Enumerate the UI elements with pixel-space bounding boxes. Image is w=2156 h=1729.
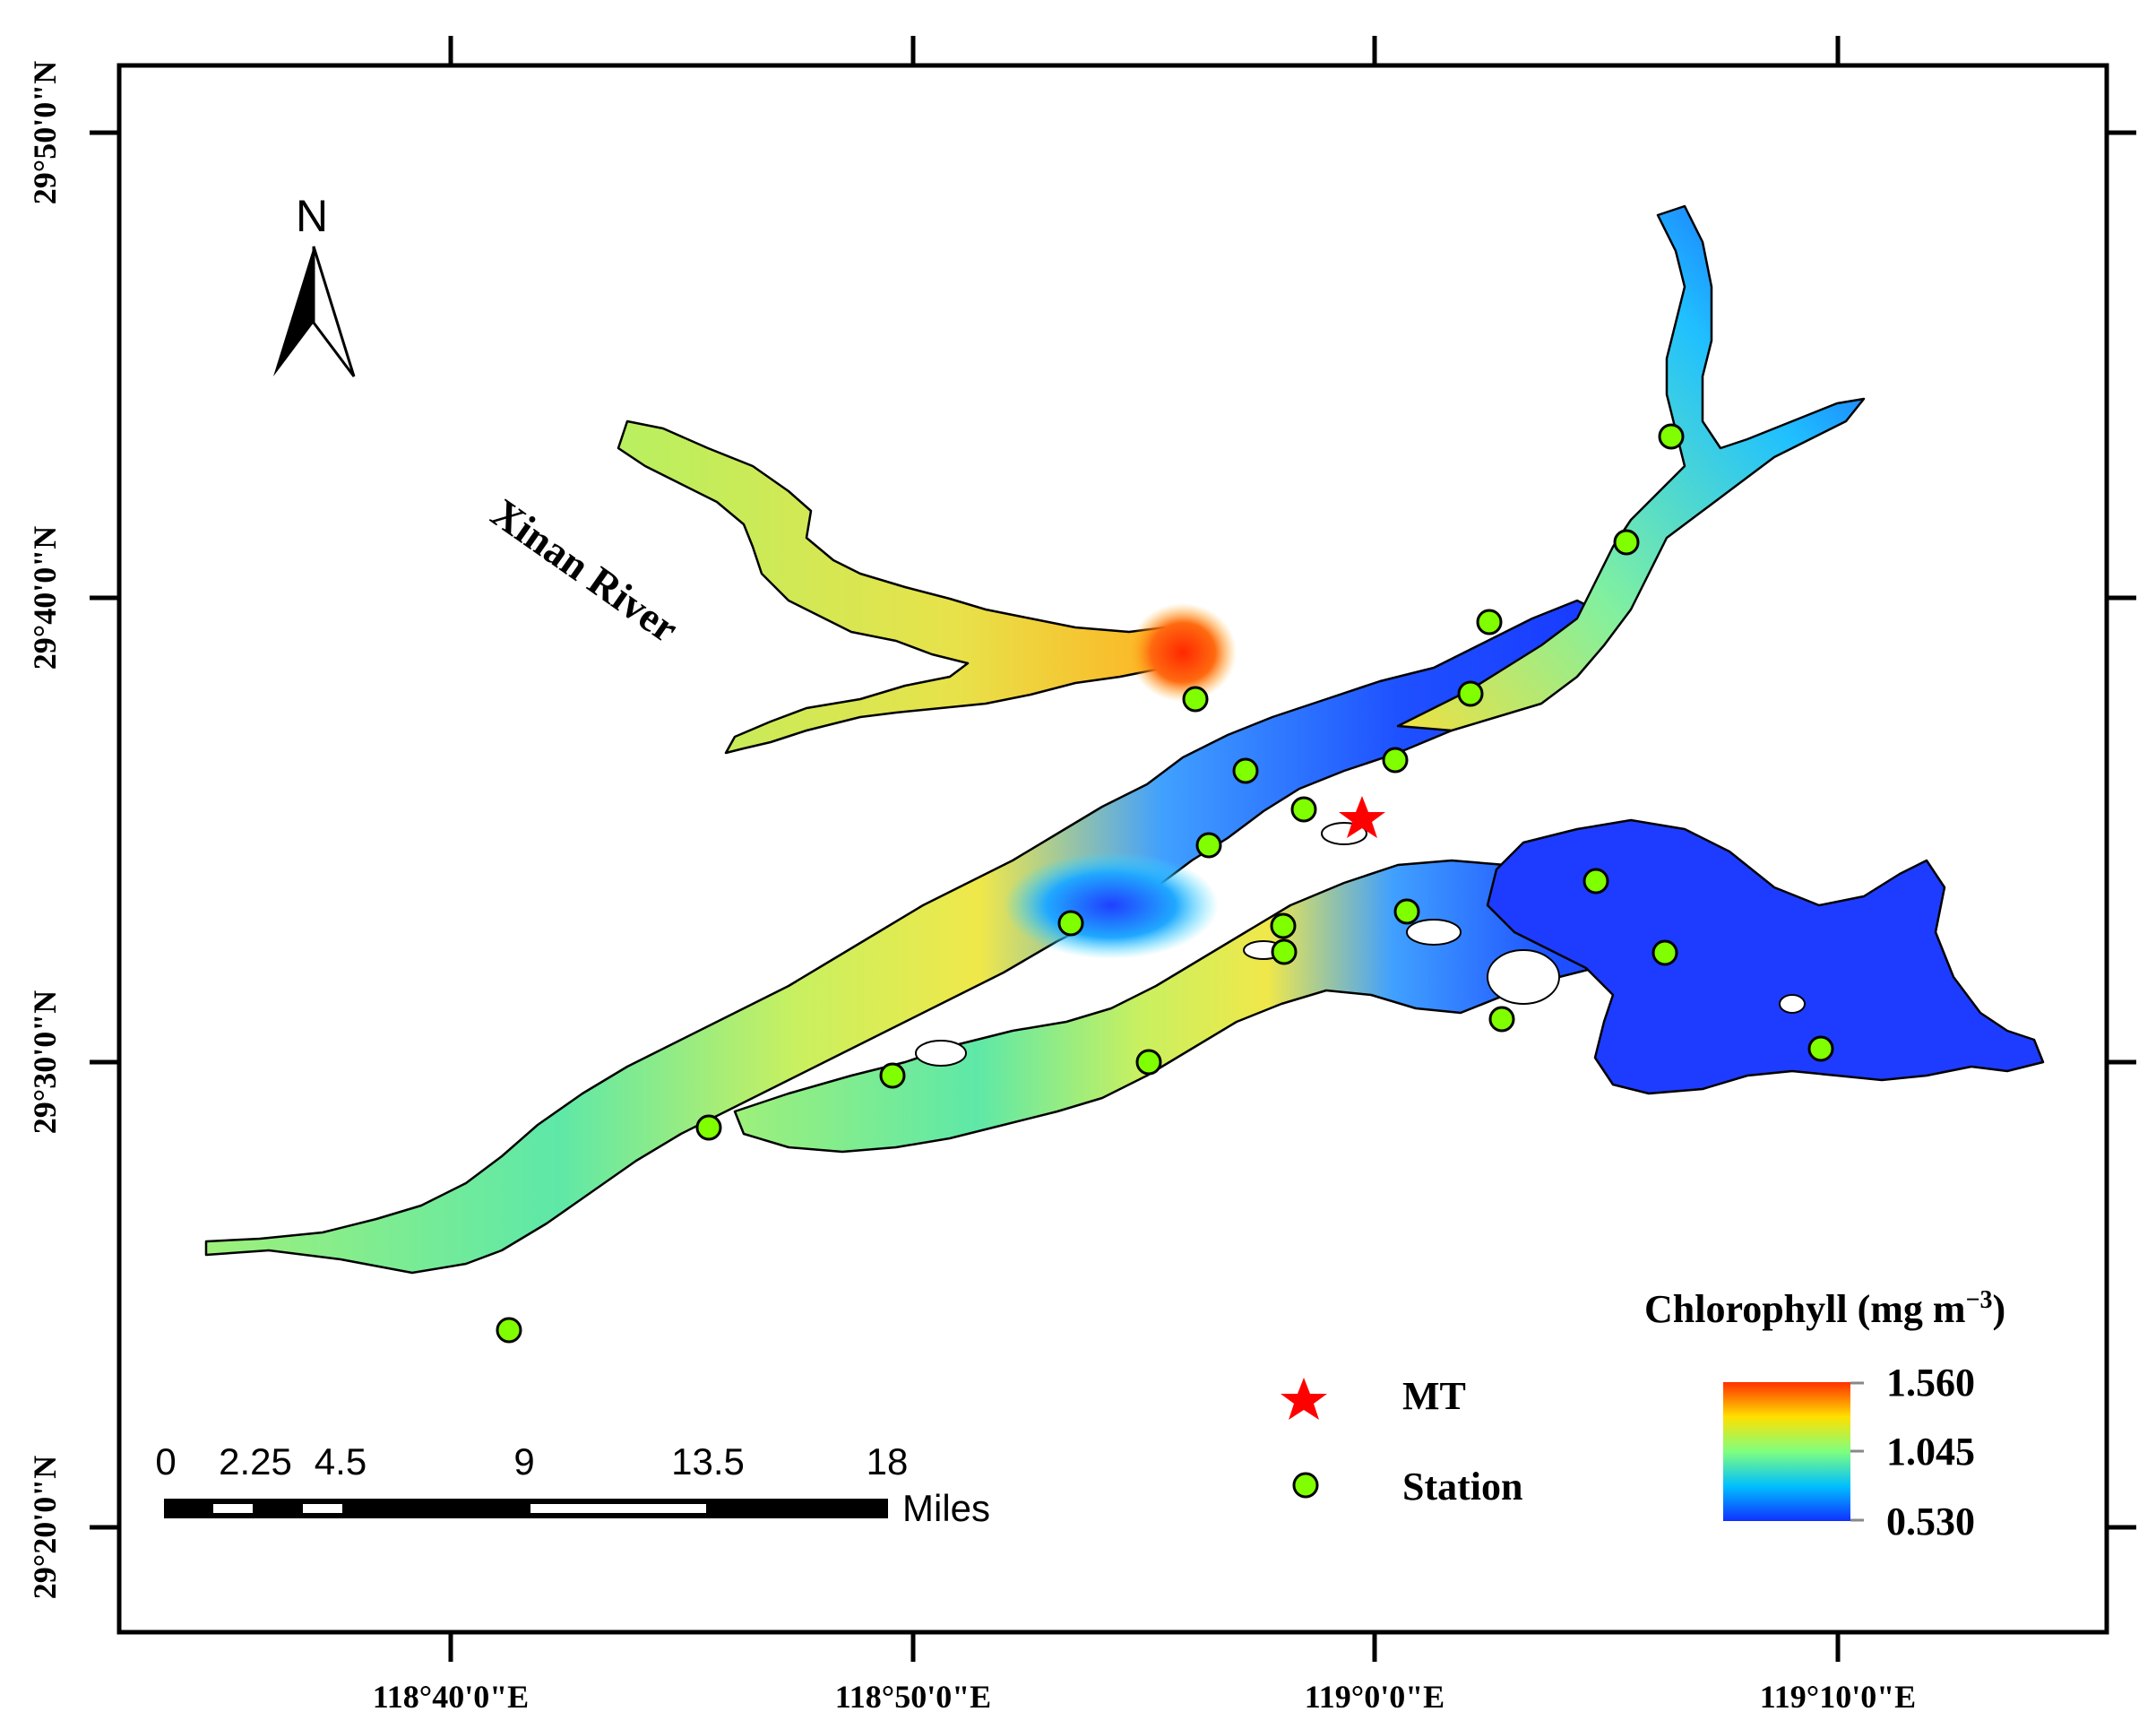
red-star-icon <box>1281 1378 1327 1420</box>
red-star-icon <box>1339 796 1385 838</box>
colorbar-title-close: ) <box>1993 1287 2006 1331</box>
scale-label: 9 <box>513 1440 534 1483</box>
symbol-legend: MT Station <box>1281 1374 1522 1509</box>
north-arrow-icon <box>273 246 356 377</box>
mt-marker <box>1339 796 1385 838</box>
scale-label: 4.5 <box>315 1440 367 1483</box>
scale-bar: 0 2.25 4.5 9 13.5 18 Miles <box>155 1440 990 1529</box>
colorbar-max-label: 1.560 <box>1886 1361 1975 1405</box>
colorbar-min-label: 0.530 <box>1886 1500 1975 1543</box>
station-marker <box>1382 747 1409 774</box>
scale-unit-label: Miles <box>902 1487 990 1529</box>
lake-body <box>204 204 2045 1275</box>
lat-tick-label: 29°50'0"N <box>27 61 63 204</box>
colorbar-title-main: Chlorophyll (mg m <box>1644 1287 1966 1331</box>
colorbar-mid-label: 1.045 <box>1886 1430 1975 1474</box>
legend-mt-label: MT <box>1402 1374 1466 1418</box>
north-arrow: N <box>273 191 356 377</box>
scale-label: 18 <box>867 1440 909 1483</box>
station-marker <box>1807 1035 1834 1062</box>
lon-tick-label: 118°50'0"E <box>835 1679 991 1715</box>
station-marker <box>1613 529 1640 556</box>
lat-tick-label: 29°20'0"N <box>27 1456 63 1599</box>
north-label: N <box>296 191 328 241</box>
station-marker <box>1182 686 1209 713</box>
station-marker <box>1457 680 1484 707</box>
station-marker <box>1270 912 1297 939</box>
axis-ticks <box>90 36 2136 1662</box>
lon-tick-label: 119°10'0"E <box>1760 1679 1916 1715</box>
station-marker <box>1651 939 1678 966</box>
colorbar-title-sup: −3 <box>1966 1286 1993 1314</box>
station-marker <box>1232 757 1259 784</box>
station-marker <box>1271 938 1298 965</box>
colorbar <box>1723 1382 1850 1521</box>
station-marker <box>1135 1049 1162 1076</box>
scale-label: 0 <box>155 1440 176 1483</box>
lat-tick-label: 29°40'0"N <box>27 526 63 670</box>
islands <box>915 822 1806 1067</box>
scale-label: 2.25 <box>219 1440 292 1483</box>
lat-tick-label: 29°30'0"N <box>27 990 63 1134</box>
xinan-river-arm <box>617 419 1185 755</box>
station-marker <box>1658 423 1685 450</box>
hotspot-basin <box>1129 603 1237 702</box>
station-marker <box>1393 898 1420 925</box>
scale-label: 13.5 <box>671 1440 745 1483</box>
station-marker <box>1583 868 1609 895</box>
station-marker <box>496 1317 522 1344</box>
station-marker <box>879 1062 906 1089</box>
green-circle-icon <box>1292 1472 1319 1499</box>
lon-tick-label: 118°40'0"E <box>373 1679 529 1715</box>
legend-station-label: Station <box>1402 1465 1522 1509</box>
station-marker <box>1290 796 1317 823</box>
colorbar-legend: Chlorophyll (mg m−3) 1.560 1.045 0.530 <box>1644 1286 2005 1543</box>
station-markers <box>496 423 1834 1344</box>
southeast-basin <box>1486 818 2045 1095</box>
station-marker <box>1195 832 1222 859</box>
colorbar-title: Chlorophyll (mg m−3) <box>1644 1286 2005 1331</box>
station-marker <box>695 1114 722 1141</box>
station-marker <box>1057 910 1084 937</box>
lon-tick-label: 119°0'0"E <box>1305 1679 1445 1715</box>
station-marker <box>1476 609 1503 635</box>
station-marker <box>1488 1006 1515 1033</box>
coldspot-basin <box>1004 852 1219 959</box>
